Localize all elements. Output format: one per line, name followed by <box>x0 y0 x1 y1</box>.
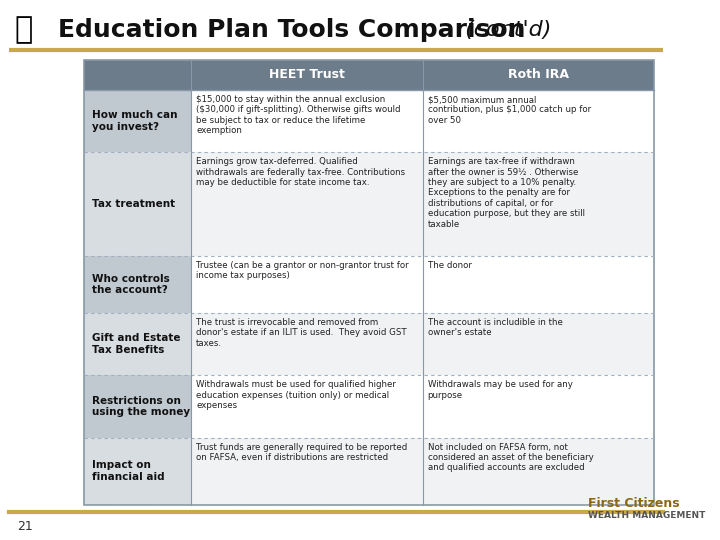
Bar <box>192 60 423 90</box>
Bar <box>192 152 423 256</box>
Bar <box>84 375 192 437</box>
Text: Education Plan Tools Comparison: Education Plan Tools Comparison <box>58 18 526 42</box>
Text: The account is includible in the
owner's estate: The account is includible in the owner's… <box>428 318 562 338</box>
Bar <box>423 90 654 152</box>
Bar <box>423 152 654 256</box>
Bar <box>192 90 423 152</box>
Bar <box>192 375 423 437</box>
Bar <box>423 256 654 313</box>
Text: Restrictions on
using the money: Restrictions on using the money <box>91 396 189 417</box>
Text: Withdrawals must be used for qualified higher
education expenses (tuition only) : Withdrawals must be used for qualified h… <box>196 380 396 410</box>
Text: Gift and Estate
Tax Benefits: Gift and Estate Tax Benefits <box>91 333 180 355</box>
Text: Trustee (can be a grantor or non-grantor trust for
income tax purposes): Trustee (can be a grantor or non-grantor… <box>196 261 409 280</box>
Text: (cont'd): (cont'd) <box>458 20 551 40</box>
Bar <box>192 256 423 313</box>
Bar <box>84 60 192 90</box>
Bar <box>423 437 654 505</box>
Text: $15,000 to stay within the annual exclusion
($30,000 if gift-splitting). Otherwi: $15,000 to stay within the annual exclus… <box>196 95 400 135</box>
Bar <box>423 313 654 375</box>
Text: Withdrawals may be used for any
purpose: Withdrawals may be used for any purpose <box>428 380 572 400</box>
Text: Impact on
financial aid: Impact on financial aid <box>91 461 164 482</box>
Text: Earnings are tax-free if withdrawn
after the owner is 59½ . Otherwise
they are s: Earnings are tax-free if withdrawn after… <box>428 157 585 228</box>
Text: First Citizens: First Citizens <box>588 497 680 510</box>
Bar <box>423 60 654 90</box>
Text: $5,500 maximum annual
contribution, plus $1,000 catch up for
over 50: $5,500 maximum annual contribution, plus… <box>428 95 591 125</box>
Text: How much can
you invest?: How much can you invest? <box>91 110 177 132</box>
Bar <box>423 375 654 437</box>
Bar <box>192 313 423 375</box>
Bar <box>84 60 654 505</box>
Bar <box>84 256 192 313</box>
Text: HEET Trust: HEET Trust <box>269 69 345 82</box>
Bar <box>84 152 192 256</box>
Text: WEALTH MANAGEMENT: WEALTH MANAGEMENT <box>588 511 706 520</box>
Bar <box>192 437 423 505</box>
Text: 21: 21 <box>17 519 32 532</box>
Text: The trust is irrevocable and removed from
donor's estate if an ILIT is used.  Th: The trust is irrevocable and removed fro… <box>196 318 407 348</box>
Text: Earnings grow tax-deferred. Qualified
withdrawals are federally tax-free. Contri: Earnings grow tax-deferred. Qualified wi… <box>196 157 405 187</box>
Text: The donor: The donor <box>428 261 472 270</box>
Text: Trust funds are generally required to be reported
on FAFSA, even if distribution: Trust funds are generally required to be… <box>196 443 408 462</box>
Text: Who controls
the account?: Who controls the account? <box>91 274 169 295</box>
Text: 🎓: 🎓 <box>14 16 32 44</box>
Text: Tax treatment: Tax treatment <box>91 199 175 209</box>
Text: Roth IRA: Roth IRA <box>508 69 569 82</box>
Bar <box>84 313 192 375</box>
Bar <box>84 437 192 505</box>
Text: Not included on FAFSA form, not
considered an asset of the beneficiary
and quali: Not included on FAFSA form, not consider… <box>428 443 593 472</box>
Bar <box>84 90 192 152</box>
